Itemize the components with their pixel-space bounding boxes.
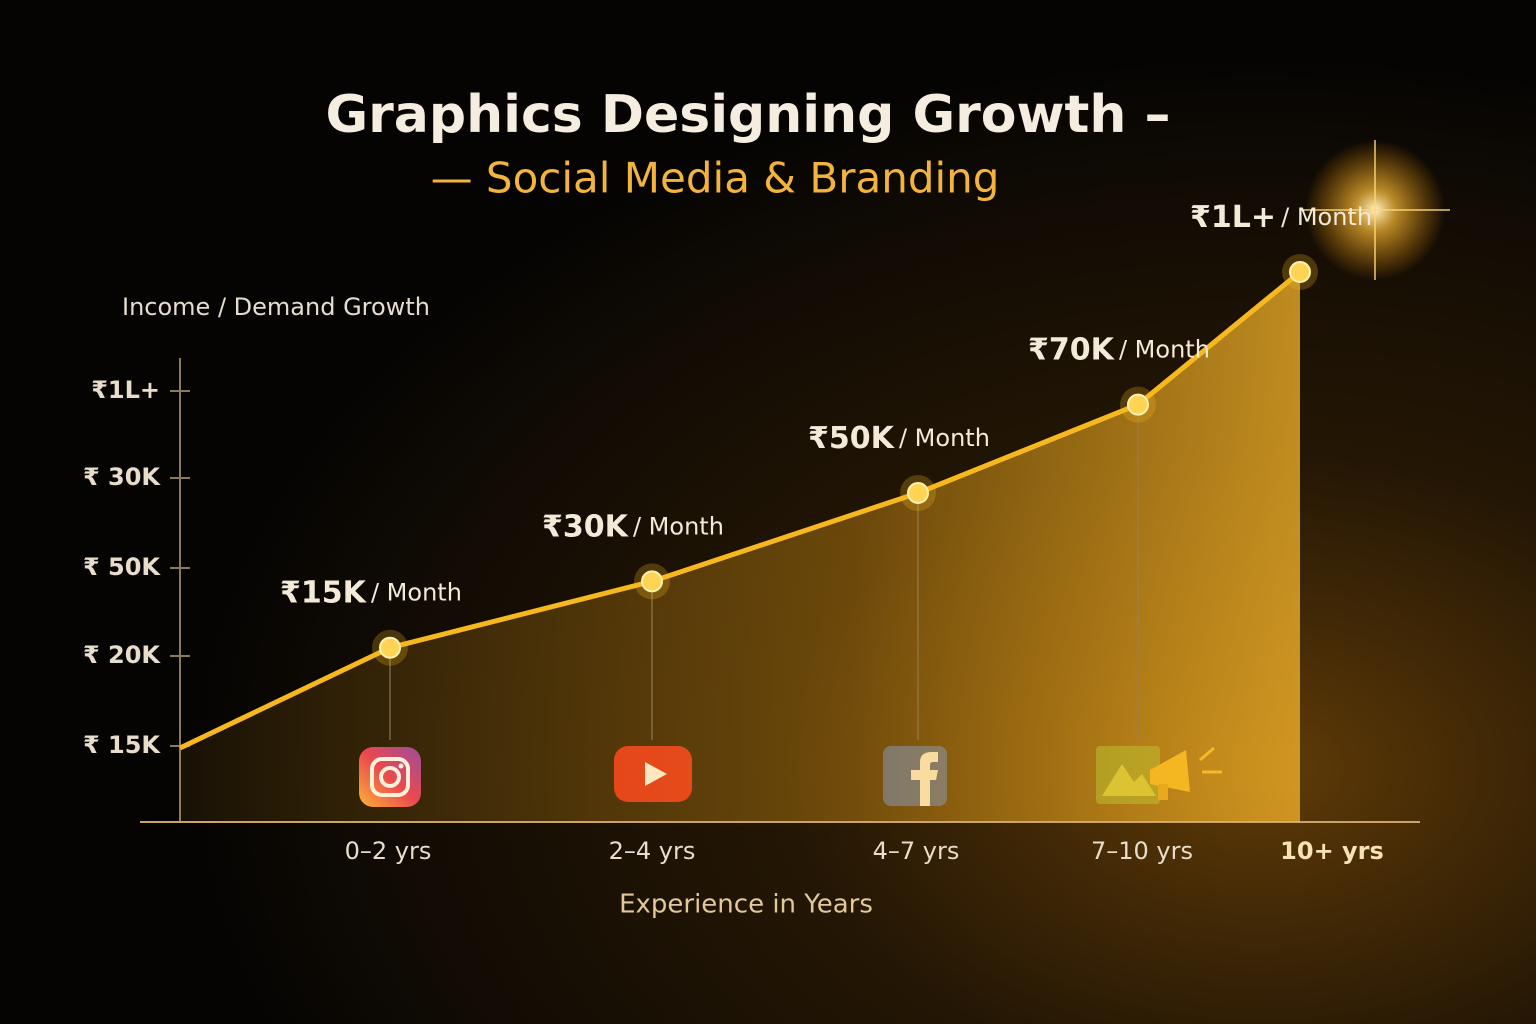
data-label: ₹30K / Month — [542, 509, 724, 544]
data-label-unit: / Month — [633, 512, 724, 540]
data-label-unit: / Month — [1119, 336, 1210, 364]
x-tick-label: 4–7 yrs — [873, 837, 960, 865]
chart-subtitle: — Social Media & Branding — [431, 154, 1000, 203]
point — [379, 636, 401, 659]
x-tick-label: 0–2 yrs — [345, 837, 432, 865]
chart-title: Graphics Designing Growth – — [325, 85, 1170, 145]
x-tick-label: 2–4 yrs — [609, 837, 696, 865]
x-tick-label: 7–10 yrs — [1091, 837, 1193, 865]
data-label-unit: / Month — [371, 579, 462, 607]
point — [1289, 261, 1311, 283]
y-axis-label: ₹ 50K — [83, 553, 161, 581]
plot-area: ₹1L+ ₹ 30K ₹ 50K ₹ 20K ₹ 15K ₹15K / Month 0–2 … — [83, 200, 1384, 866]
data-label: ₹15K / Month — [280, 575, 462, 610]
data-label-value: ₹30K — [542, 509, 630, 544]
data-label-unit: / Month — [899, 424, 990, 452]
data-label-value: ₹1L+ — [1190, 200, 1276, 235]
data-label-value: ₹15K — [280, 575, 368, 610]
point — [907, 482, 929, 504]
point — [641, 570, 663, 593]
data-label: ₹50K / Month — [808, 421, 990, 456]
y-axis-label: ₹ 15K — [83, 731, 161, 759]
y-axis-label: ₹ 30K — [83, 463, 161, 491]
y-axis-label: ₹ 20K — [83, 641, 161, 669]
x-tick-label: 10+ yrs — [1280, 837, 1384, 865]
point — [1127, 393, 1149, 416]
data-label-unit: / Month — [1281, 203, 1372, 231]
data-label-value: ₹50K — [808, 421, 896, 456]
x-axis-title: Experience in Years — [619, 890, 873, 920]
area — [180, 272, 1300, 822]
y-axis-title: Income / Demand Growth — [122, 293, 430, 321]
line-start — [178, 645, 392, 751]
data-label: ₹1L+ / Month — [1190, 200, 1372, 235]
data-label-value: ₹70K — [1028, 332, 1116, 367]
y-axis-label: ₹1L+ — [91, 376, 160, 404]
data-label: ₹70K / Month — [1028, 332, 1210, 367]
